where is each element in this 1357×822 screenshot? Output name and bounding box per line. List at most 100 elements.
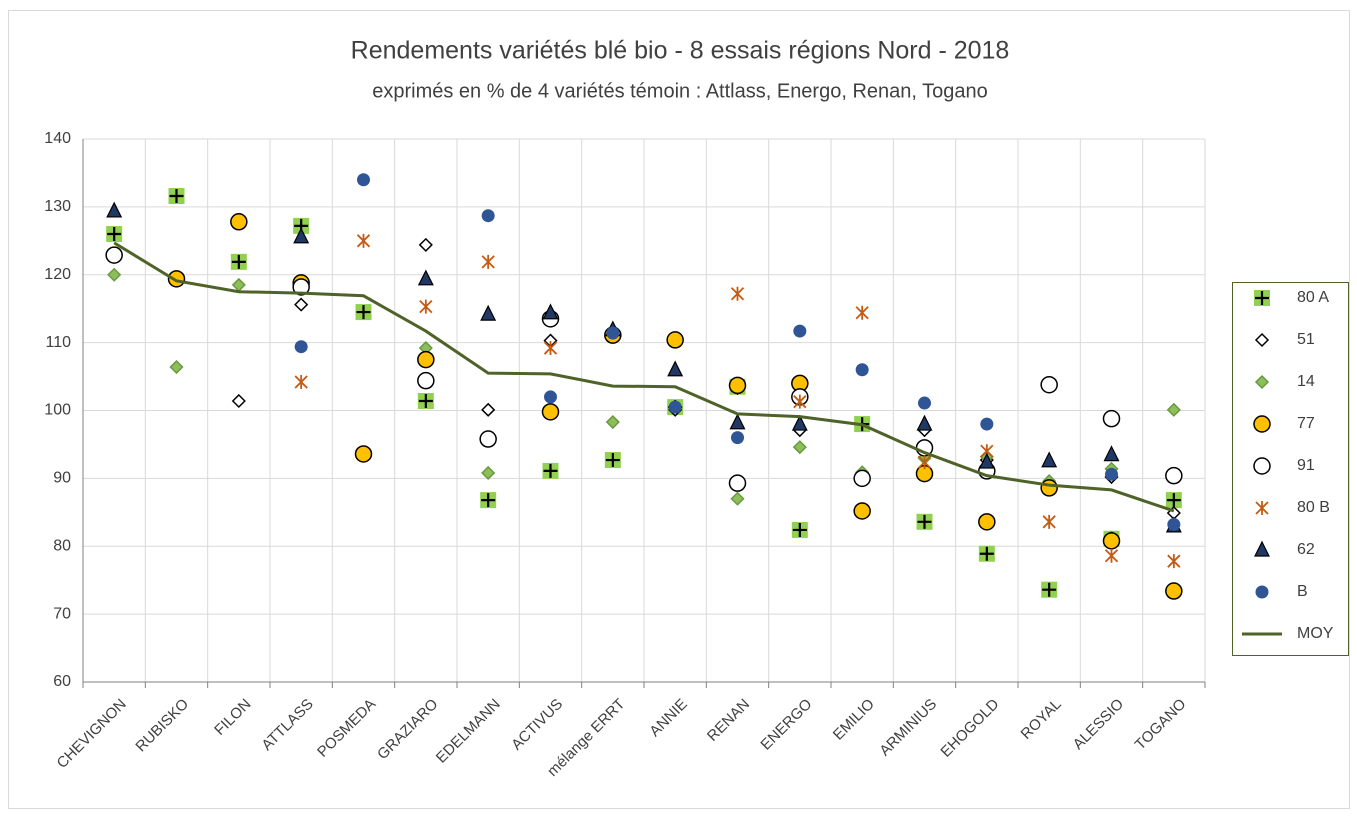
marker-dot [357,173,370,187]
marker-part [1166,493,1181,508]
marker-part [1255,291,1269,305]
marker-asterisk [1042,514,1056,529]
marker-plus-square [916,513,933,530]
marker-circle [354,445,373,463]
marker-circle [728,376,747,395]
marker-plus-square [791,521,808,538]
marker-plus-square [978,545,995,562]
marker-dot [294,340,308,354]
marker-part [792,522,807,537]
legend-label: 77 [1297,415,1315,432]
marker-plus-square [293,217,310,234]
marker-asterisk [1255,501,1269,515]
y-tick-label: 130 [44,198,71,215]
legend-label: 80 A [1297,289,1329,306]
y-tick-label: 90 [53,470,71,487]
marker-dot [1105,467,1118,481]
marker-asterisk [419,299,433,314]
marker-asterisk [294,374,308,389]
marker-diamond [169,359,184,375]
marker-circle [853,502,871,520]
marker-plus-square [1254,290,1270,306]
marker-diamond [1254,374,1270,390]
marker-diamond [418,237,433,252]
marker-dot [1255,585,1269,599]
chart-subtitle: exprimés en % de 4 variétés témoin : Att… [372,80,988,102]
marker-circle [666,331,684,349]
marker-dot [918,396,931,410]
marker-triangle [106,201,123,218]
marker-asterisk [917,455,932,470]
y-tick-label: 60 [53,673,71,690]
marker-circle [978,513,996,531]
marker-circle [1253,457,1271,475]
marker-dot [731,431,744,445]
marker-asterisk [356,233,371,248]
marker-triangle [791,414,808,431]
marker-diamond [231,393,246,409]
marker-part [481,493,496,508]
legend-label: MOY [1297,625,1334,642]
marker-triangle [667,360,684,377]
marker-circle [1165,582,1183,600]
marker-dot [668,400,682,414]
marker-diamond [1254,332,1270,348]
marker-dot [606,326,620,340]
marker-triangle [729,413,746,430]
legend-box [1232,282,1349,656]
marker-triangle [417,269,434,286]
legend-label: B [1297,583,1308,600]
marker-plus-square [1041,581,1058,598]
marker-circle [728,474,747,492]
marker-dot [1167,518,1181,532]
marker-triangle [978,452,995,469]
y-tick-label: 140 [44,130,71,147]
marker-plus-square [480,492,497,509]
marker-diamond [792,440,807,455]
marker-asterisk [1104,548,1119,563]
marker-triangle [480,304,497,321]
marker-dot [793,324,807,338]
marker-asterisk [543,341,558,356]
marker-part [917,514,932,529]
marker-circle [479,430,497,448]
y-tick-label: 100 [44,402,71,419]
marker-dot [855,363,869,377]
chart-title: Rendements variétés blé bio - 8 essais r… [351,37,1010,65]
marker-part [169,189,184,204]
marker-plus-square [604,452,621,469]
marker-plus-square [106,226,123,243]
marker-circle [1165,466,1183,485]
legend-label: 14 [1297,373,1315,390]
marker-diamond [730,491,745,506]
legend-label: 51 [1297,331,1315,348]
marker-plus-square [1165,492,1182,509]
marker-diamond [107,267,122,282]
marker-triangle [916,414,933,431]
legend-label: 80 B [1297,499,1330,516]
marker-part [605,453,620,468]
marker-plus-square [168,188,185,205]
marker-circle [1040,479,1058,497]
marker-circle [541,403,560,421]
marker-circle [292,278,310,296]
marker-circle [417,371,435,390]
y-tick-label: 80 [53,537,71,554]
y-tick-label: 110 [45,334,71,351]
marker-part [1042,582,1057,597]
marker-triangle [1103,445,1120,462]
marker-triangle [1254,540,1270,557]
marker-plus-square [417,392,434,409]
marker-circle [1040,375,1058,394]
marker-plus-square [355,304,372,321]
marker-triangle [1041,451,1058,468]
y-tick-label: 70 [53,605,71,622]
mean-line [113,241,1175,513]
marker-circle [1102,532,1121,550]
marker-part [356,305,371,320]
marker-dot [544,390,557,404]
marker-diamond [1166,402,1181,417]
marker-dot [980,417,994,431]
legend-label: 91 [1297,457,1315,474]
